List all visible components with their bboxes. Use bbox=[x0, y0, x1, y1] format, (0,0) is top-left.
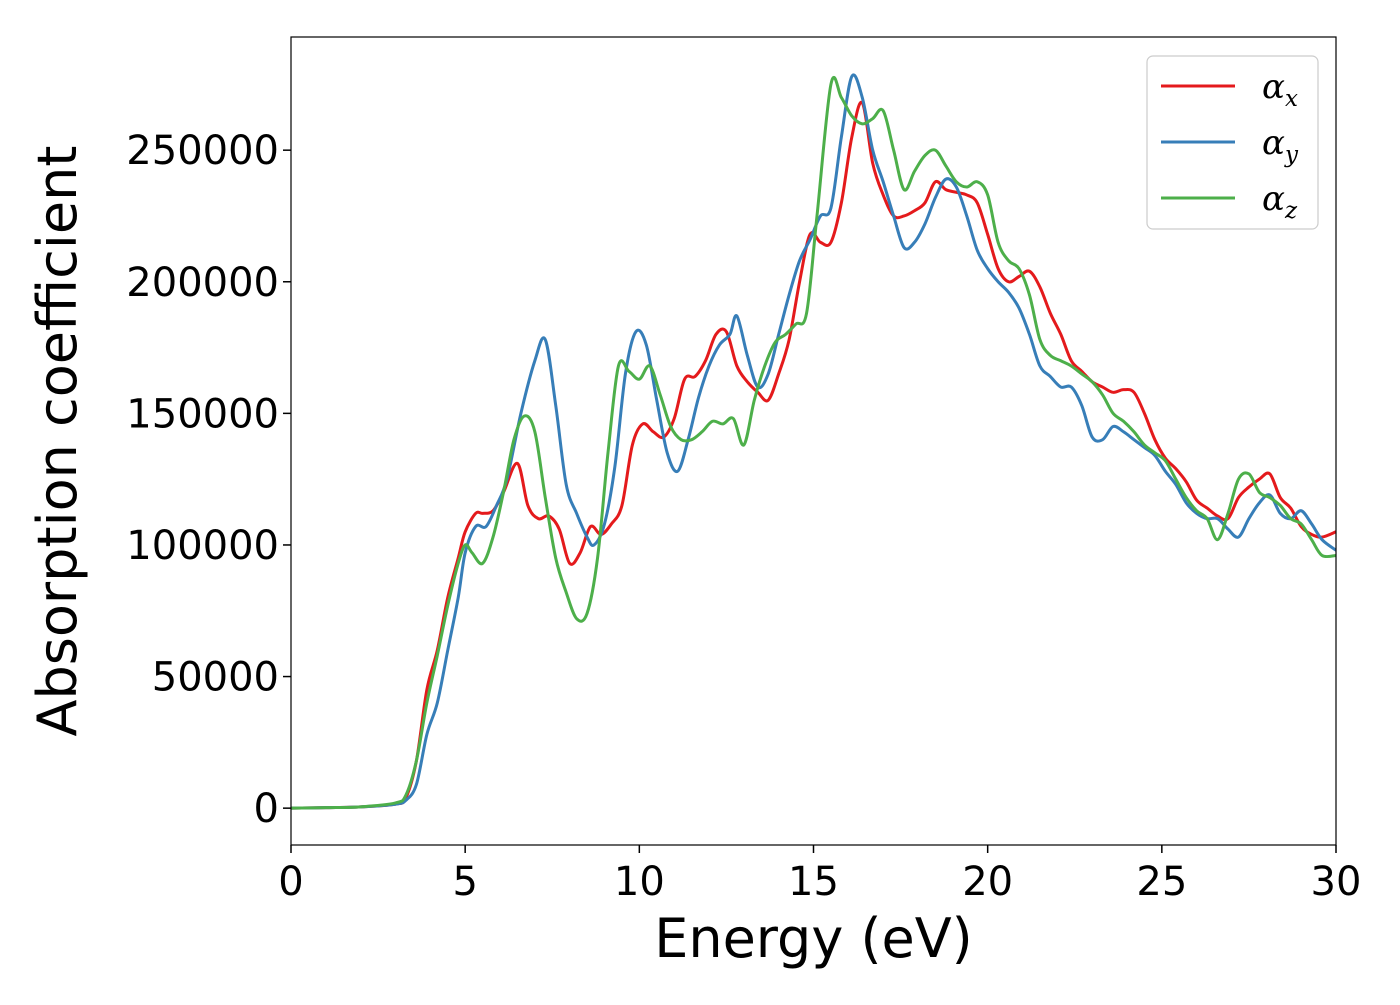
y-tick-label: 50000 bbox=[152, 655, 279, 701]
y-tick-label: 100000 bbox=[126, 523, 279, 569]
x-tick-label: 10 bbox=[614, 859, 665, 905]
series-layer bbox=[291, 73, 1336, 810]
y-axis-ticks: 0 50000 100000 150000 200000 250000 bbox=[126, 128, 291, 832]
y-tick-label: 150000 bbox=[126, 391, 279, 437]
legend-label-x: αx bbox=[1262, 67, 1298, 112]
x-tick-label: 30 bbox=[1311, 859, 1362, 905]
series-line-z bbox=[291, 75, 1336, 810]
series-line-y bbox=[291, 73, 1336, 810]
legend-label-y: αy bbox=[1262, 123, 1299, 168]
x-axis-ticks: 0 5 10 15 20 25 30 bbox=[278, 845, 1361, 905]
x-tick-label: 20 bbox=[962, 859, 1013, 905]
x-axis-label: Energy (eV) bbox=[654, 907, 973, 970]
y-tick-label: 200000 bbox=[126, 260, 279, 306]
series-line-x bbox=[291, 100, 1336, 810]
y-tick-label: 250000 bbox=[126, 128, 279, 174]
x-tick-label: 25 bbox=[1136, 859, 1187, 905]
y-tick-label: 0 bbox=[254, 786, 279, 832]
legend-label-z: αz bbox=[1262, 179, 1298, 224]
legend: αx αy αz bbox=[1146, 55, 1319, 230]
x-tick-label: 0 bbox=[278, 859, 303, 905]
x-tick-label: 15 bbox=[788, 859, 839, 905]
y-axis-label: Absorption coefficient bbox=[26, 146, 89, 737]
x-tick-label: 5 bbox=[452, 859, 477, 905]
